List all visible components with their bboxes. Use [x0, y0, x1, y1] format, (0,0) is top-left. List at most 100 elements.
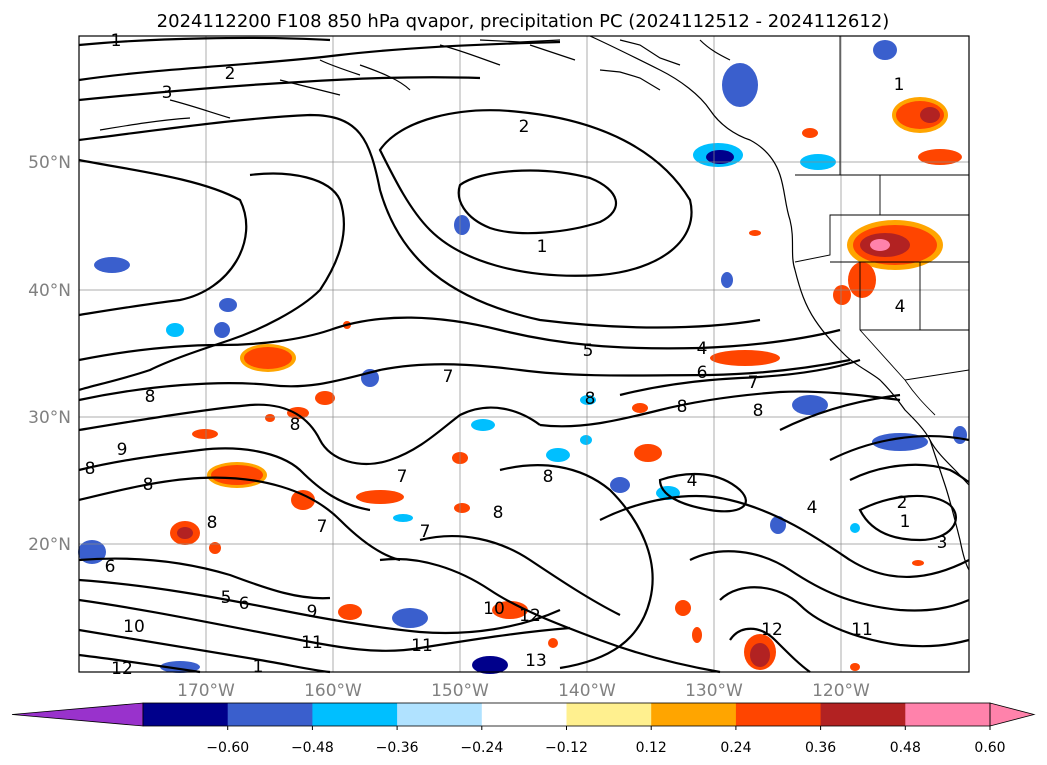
precip-patch — [850, 663, 860, 671]
map-frame — [78, 35, 970, 673]
precip-patch — [265, 414, 275, 422]
colorbar-bin — [905, 703, 991, 726]
colorbar: −0.60 −0.48 −0.36 −0.24 −0.12 0.12 0.24 0.36 0.4… — [11, 702, 1036, 756]
colorbar-tick-label: −0.36 — [376, 740, 419, 756]
colorbar-bin — [735, 703, 822, 726]
precip-patch — [291, 490, 315, 510]
contour-label: 7 — [397, 467, 408, 487]
colorbar-bin — [566, 703, 652, 726]
precip-patch — [870, 239, 890, 251]
contour-label: 3 — [937, 533, 948, 553]
contour-label: 8 — [543, 467, 554, 487]
precip-patch — [675, 600, 691, 616]
precip-patch — [873, 40, 897, 60]
contour-label: 1 — [894, 75, 905, 95]
precip-patch — [750, 643, 770, 667]
precip-patch — [850, 523, 860, 533]
contour-label: 2 — [225, 64, 236, 84]
political-borders — [794, 36, 970, 416]
colorbar-tick-label: 0.48 — [890, 740, 921, 756]
precip-patch — [722, 63, 758, 107]
colorbar-tick-label: 0.60 — [974, 740, 1005, 756]
colorbar-bin — [820, 703, 906, 726]
colorbar-bin — [651, 703, 737, 726]
contour-label: 8 — [85, 459, 96, 479]
colorbar-tick-label: 0.12 — [636, 740, 667, 756]
contour-label: 7 — [748, 373, 759, 393]
precip-patch — [912, 560, 924, 566]
latitude-labels: 50°N 40°N 30°N 20°N — [28, 153, 71, 555]
precip-patch — [548, 638, 558, 648]
precip-patch — [211, 465, 263, 485]
precip-patch — [219, 298, 237, 312]
contour-label: 7 — [317, 517, 328, 537]
contour-label: 12 — [519, 606, 541, 626]
colorbar-tick-label: −0.12 — [545, 740, 588, 756]
contour-label: 4 — [895, 297, 906, 317]
contour-label: 8 — [207, 513, 218, 533]
precip-patch — [802, 128, 818, 138]
colorbar-tick-label: 0.36 — [805, 740, 836, 756]
contour-label: 11 — [411, 636, 433, 656]
contour-label: 6 — [105, 557, 116, 577]
contour-label: 10 — [483, 599, 505, 619]
contour-labels: 1 2 3 2 1 1 5 4 6 7 7 7 8 8 8 8 9 8 8 8 … — [85, 31, 948, 679]
precip-patch — [471, 419, 495, 431]
precip-patch — [749, 230, 761, 236]
colorbar-bin — [481, 703, 567, 726]
colorbar-tick-label: −0.48 — [291, 740, 334, 756]
precip-patch — [580, 435, 592, 445]
colorbar-tick-label: 0.24 — [720, 740, 751, 756]
contour-label: 8 — [677, 397, 688, 417]
contour-label: 4 — [697, 339, 708, 359]
precip-patch — [287, 407, 309, 419]
precip-patch — [706, 150, 734, 164]
contour-label: 8 — [145, 387, 156, 407]
precip-patch — [393, 514, 413, 522]
figure-title: 2024112200 F108 850 hPa qvapor, precipit… — [157, 11, 890, 32]
precip-patch — [356, 490, 404, 504]
contour-label: 12 — [111, 659, 133, 679]
precip-patch — [692, 627, 702, 643]
colorbar-under-extension — [11, 702, 144, 727]
contour-label: 11 — [851, 620, 873, 640]
contour-label: 13 — [525, 651, 547, 671]
precip-patch — [454, 215, 470, 235]
map-background — [79, 36, 969, 672]
precip-patch — [792, 395, 828, 415]
contour-label: 1 — [111, 31, 122, 51]
contour-label: 9 — [117, 440, 128, 460]
precip-patch — [770, 516, 786, 534]
precip-patch — [209, 542, 221, 554]
contour-label: 10 — [123, 617, 145, 637]
colorbar-tick-label: −0.24 — [460, 740, 503, 756]
contour-label: 1 — [900, 512, 911, 532]
colorbar-bin — [397, 703, 483, 726]
graticule — [79, 36, 969, 672]
precip-patch — [244, 347, 292, 369]
contour-label: 6 — [697, 363, 708, 383]
contour-label: 6 — [239, 594, 250, 614]
lon-label: 150°W — [431, 681, 489, 701]
precip-patch — [315, 391, 335, 405]
coastlines — [99, 35, 970, 571]
colorbar-bin — [227, 703, 313, 726]
precip-patch — [833, 285, 851, 305]
contour-label: 1 — [537, 237, 548, 257]
contour-label: 4 — [807, 498, 818, 518]
contour-label: 8 — [585, 389, 596, 409]
precip-patch — [192, 429, 218, 439]
lat-label: 30°N — [28, 408, 71, 428]
precip-patch — [634, 444, 662, 462]
lat-label: 50°N — [28, 153, 71, 173]
contour-label: 11 — [301, 633, 323, 653]
precip-patch — [454, 503, 470, 513]
contour-label: 2 — [897, 493, 908, 513]
precip-patch — [632, 403, 648, 413]
precip-patch — [580, 395, 596, 405]
precip-patch — [214, 322, 230, 338]
contour-label: 8 — [290, 415, 301, 435]
colorbar-bin — [312, 703, 398, 726]
precip-patch — [920, 107, 940, 123]
lat-label: 40°N — [28, 281, 71, 301]
